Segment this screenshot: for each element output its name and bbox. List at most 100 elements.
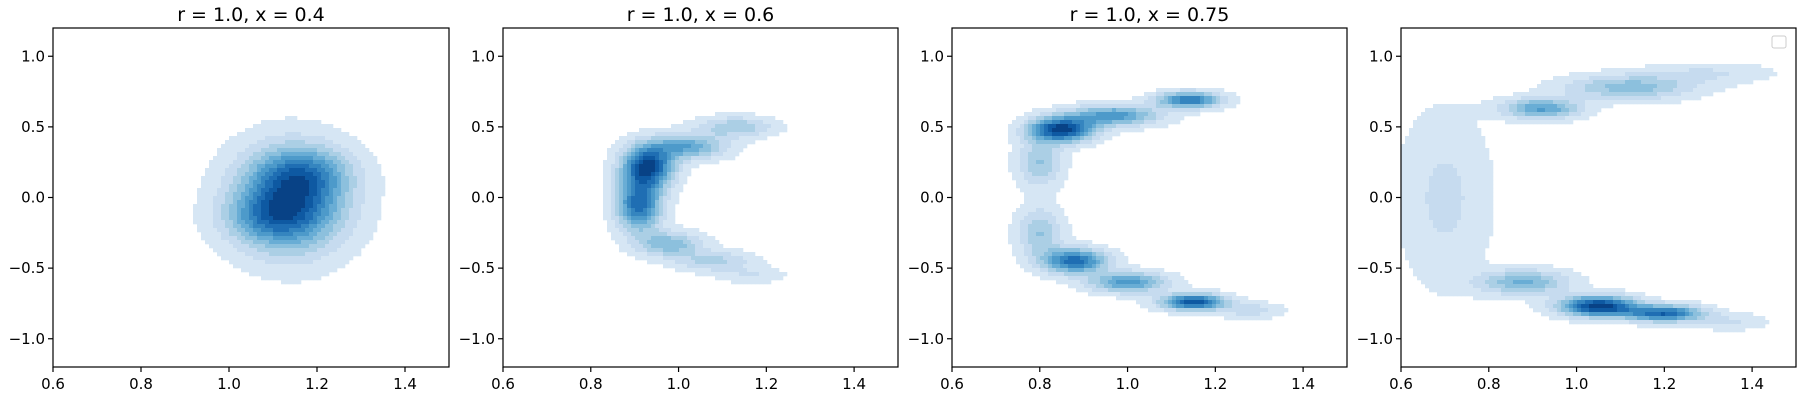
density-cell [1044,268,1049,273]
density-cell [679,252,684,257]
density-cell [1769,68,1774,73]
density-cell [647,240,652,245]
density-cell [1629,92,1634,97]
density-cell [377,188,382,193]
density-cell [309,248,314,253]
density-cell [265,264,270,269]
density-cell [1156,104,1161,109]
density-cell [1044,132,1049,137]
density-cell [1212,292,1217,297]
density-cell [1056,268,1061,273]
density-cell [615,160,620,165]
axes-frame-3 [951,27,1348,368]
density-cell [659,172,664,177]
density-cell [1553,92,1558,97]
density-cell [1188,112,1193,117]
density-cell [683,144,688,149]
density-cell [229,148,234,153]
density-cell [341,264,346,269]
density-cell [1120,288,1125,293]
density-cell [281,192,286,197]
density-cell [1593,104,1598,109]
density-cell [369,224,374,229]
density-cell [257,272,262,277]
density-cell [317,160,322,165]
density-cell [1577,112,1582,117]
density-cell [775,120,780,125]
density-cell [325,220,330,225]
density-cell [1040,172,1045,177]
density-cell [1036,160,1041,165]
density-cell [1677,64,1682,69]
density-cell [1036,268,1041,273]
density-cell [1437,104,1442,109]
density-cell [1028,164,1033,169]
density-cell [297,220,302,225]
density-cell [1052,164,1057,169]
density-cell [1088,248,1093,253]
density-cell [281,236,286,241]
density-cell [1200,308,1205,313]
y-tick-label: −0.5 [459,259,495,277]
density-cell [679,224,684,229]
density-cell [1557,112,1562,117]
density-cell [321,128,326,133]
density-cell [249,204,254,209]
density-cell [1244,308,1249,313]
density-cell [325,188,330,193]
density-cell [1116,256,1121,261]
y-tick-label: 1.0 [920,47,944,65]
density-cell [651,160,656,165]
density-cell [667,224,672,229]
density-cell [1036,192,1041,197]
density-cell [237,264,242,269]
density-cell [691,236,696,241]
density-cell [1461,144,1466,149]
density-cell [1192,292,1197,297]
density-cell [233,228,238,233]
density-cell [325,156,330,161]
density-cell [667,196,672,201]
density-cell [1585,88,1590,93]
density-cell [1024,124,1029,129]
density-cell [1024,248,1029,253]
density-cell [1092,116,1097,121]
density-cell [1144,272,1149,277]
density-cell [261,240,266,245]
density-cell [1024,196,1029,201]
density-cell [1401,152,1406,157]
density-cell [281,180,286,185]
density-cell [345,132,350,137]
density-cell [281,260,286,265]
density-cell [1501,116,1506,121]
density-cell [233,136,238,141]
density-cell [1012,140,1017,145]
density-cell [297,144,302,149]
density-cell [1212,288,1217,293]
density-cell [1765,72,1770,77]
density-cell [213,224,218,229]
density-cell [281,264,286,269]
density-cell [213,196,218,201]
density-cell [1104,284,1109,289]
density-cell [619,224,624,229]
density-cell [1268,304,1273,309]
density-cell [1108,284,1113,289]
density-cell [249,260,254,265]
density-cell [261,256,266,261]
density-cell [639,256,644,261]
density-cell [1220,308,1225,313]
density-cell [1132,124,1137,129]
density-cell [369,220,374,225]
density-cell [1469,132,1474,137]
density-cell [627,228,632,233]
density-cell [1144,300,1149,305]
density-cell [377,200,382,205]
density-cell [751,140,756,145]
density-cell [301,160,306,165]
density-cell [321,136,326,141]
density-cell [1164,276,1169,281]
density-cell [1260,312,1265,317]
density-cell [1036,216,1041,221]
density-cell [1084,132,1089,137]
